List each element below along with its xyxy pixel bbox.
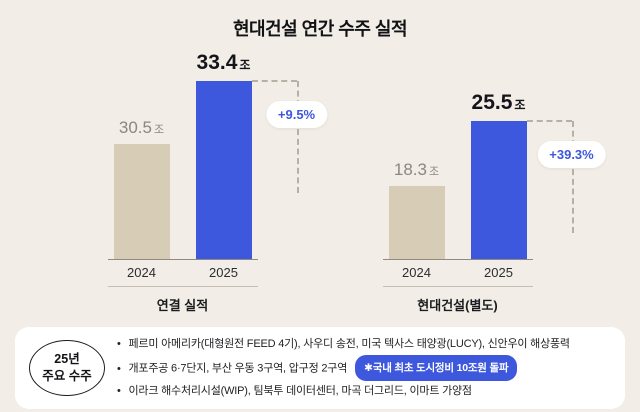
summary-title-line1: 25년 — [54, 352, 80, 367]
value-number: 30.5 — [118, 118, 152, 137]
milestone-badge: ✱국내 최초 도시정비 10조원 돌파 — [355, 355, 518, 381]
bars-consolidated: 30.5 조 33.4 조 +9.5% — [108, 47, 328, 259]
chart-area: 30.5 조 33.4 조 +9.5% 2024 2025 연결 실적 — [0, 47, 640, 314]
summary-title-oval: 25년 주요 수주 — [29, 340, 105, 396]
value-number: 18.3 — [393, 160, 427, 179]
chart-group-separate: 18.3 조 25.5 조 +39.3% 2024 2025 현대건설(별도) — [382, 47, 606, 314]
value-number: 25.5 — [471, 91, 513, 114]
value-unit: 조 — [428, 166, 440, 178]
group-divider-line — [107, 286, 258, 287]
bar-2025-consolidated: +9.5% — [195, 80, 328, 259]
bar-column-2025-separate: 25.5 조 +39.3% — [470, 91, 606, 259]
change-badge-consolidated: +9.5% — [265, 101, 328, 128]
group-label-separate: 현대건설(별도) — [417, 298, 498, 313]
bullet-text: 페르미 아메리카(대형원전 FEED 4기), 사우디 송전, 미국 텍사스 태… — [128, 337, 571, 350]
bar-value-2025-separate: 25.5 조 — [472, 91, 526, 115]
bar-2025-separate: +39.3% — [470, 120, 606, 259]
dashed-connector-vertical — [296, 81, 299, 193]
bars-separate: 18.3 조 25.5 조 +39.3% — [383, 47, 606, 259]
change-badge-separate: +39.3% — [537, 141, 606, 168]
bar-column-2024-consolidated: 30.5 조 — [113, 118, 170, 259]
group-label-consolidated: 연결 실적 — [156, 298, 209, 313]
year-label-2025: 2025 — [209, 265, 238, 280]
x-axis-line — [382, 259, 533, 260]
chart-group-consolidated: 30.5 조 33.4 조 +9.5% 2024 2025 연결 실적 — [107, 47, 328, 314]
dashed-connector-horizontal — [251, 80, 297, 82]
bar-column-2024-separate: 18.3 조 — [388, 160, 445, 259]
year-labels: 2024 2025 — [383, 260, 533, 286]
value-unit: 조 — [514, 98, 526, 112]
year-labels: 2024 2025 — [108, 260, 258, 286]
group-divider-line — [382, 286, 533, 287]
bar-2024-separate — [388, 186, 445, 259]
dashed-connector-vertical — [571, 121, 574, 233]
bar-column-2025-consolidated: 33.4 조 +9.5% — [195, 51, 328, 259]
bar-2024-consolidated — [113, 144, 170, 259]
year-label-2024: 2024 — [402, 265, 431, 280]
dashed-connector-horizontal — [526, 120, 572, 122]
list-item: 개포주공 6·7단지, 부산 우동 3구역, 압구정 2구역 ✱국내 최초 도시정… — [117, 355, 611, 381]
summary-bullet-list: 페르미 아메리카(대형원전 FEED 4기), 사우디 송전, 미국 텍사스 태… — [117, 334, 611, 402]
bullet-text: 이라크 해수처리시설(WIP), 팀북투 데이터센터, 마곡 더그리드, 이마트… — [128, 384, 473, 397]
list-item: 페르미 아메리카(대형원전 FEED 4기), 사우디 송전, 미국 텍사스 태… — [117, 334, 611, 355]
bar-value-2024-separate: 18.3 조 — [394, 160, 439, 180]
summary-title-line2: 주요 수주 — [42, 369, 92, 383]
value-unit: 조 — [153, 124, 165, 136]
value-unit: 조 — [239, 58, 251, 72]
year-label-2025: 2025 — [484, 265, 513, 280]
x-axis-line — [107, 259, 258, 260]
bar-value-2025-consolidated: 33.4 조 — [197, 51, 251, 75]
bar-value-2024-consolidated: 30.5 조 — [119, 118, 164, 138]
bullet-text: 개포주공 6·7단지, 부산 우동 3구역, 압구정 2구역 — [128, 362, 348, 375]
list-item: 이라크 해수처리시설(WIP), 팀북투 데이터센터, 마곡 더그리드, 이마트… — [117, 381, 611, 402]
summary-card: 25년 주요 수주 페르미 아메리카(대형원전 FEED 4기), 사우디 송전… — [15, 327, 625, 409]
year-label-2024: 2024 — [127, 265, 156, 280]
value-number: 33.4 — [196, 51, 238, 74]
page-title: 현대건설 연간 수주 실적 — [232, 19, 408, 39]
